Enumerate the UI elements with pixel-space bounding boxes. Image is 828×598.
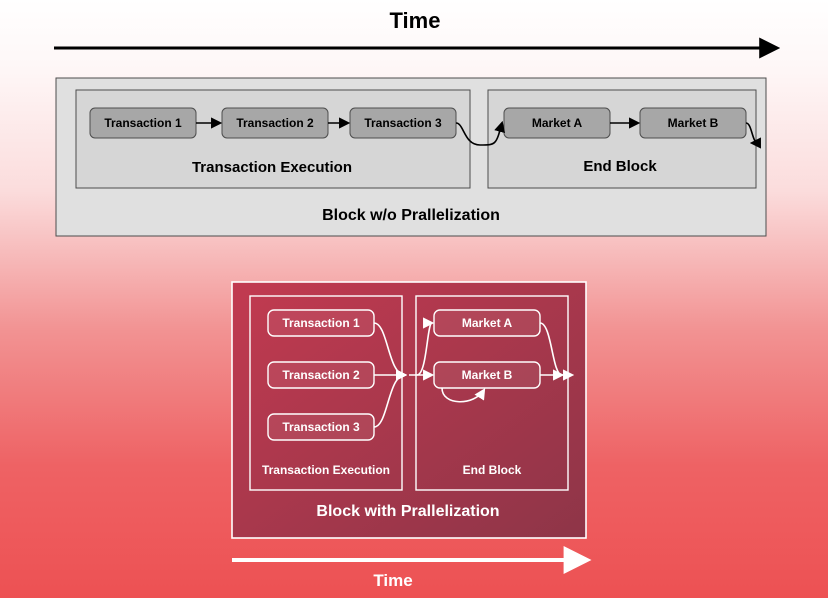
tx-exec-label: Transaction Execution [192,159,352,176]
cell-label-ma: Market A [532,116,583,130]
cell-label-tx2-bot: Transaction 2 [282,368,360,382]
block-caption-bot: Block with Prallelization [316,503,499,520]
cell-label-mb-bot: Market B [462,368,513,382]
cell-label-tx1: Transaction 1 [104,116,182,130]
cell-label-tx3-bot: Transaction 3 [282,420,360,434]
title-time-bot: Time [373,571,412,590]
tx-exec-label-bot: Transaction Execution [262,463,390,477]
cell-label-tx2: Transaction 2 [236,116,314,130]
diagram-canvas: Time Transaction 1 Transaction 2 Transactio… [0,0,828,598]
cell-label-tx1-bot: Transaction 1 [282,316,360,330]
end-block-label-bot: End Block [463,463,522,477]
block-caption-top: Block w/o Prallelization [322,207,500,224]
cell-label-ma-bot: Market A [462,316,513,330]
cell-label-tx3: Transaction 3 [364,116,442,130]
title-time-top: Time [390,8,441,33]
end-block-label: End Block [583,158,657,175]
cell-label-mb: Market B [668,116,719,130]
